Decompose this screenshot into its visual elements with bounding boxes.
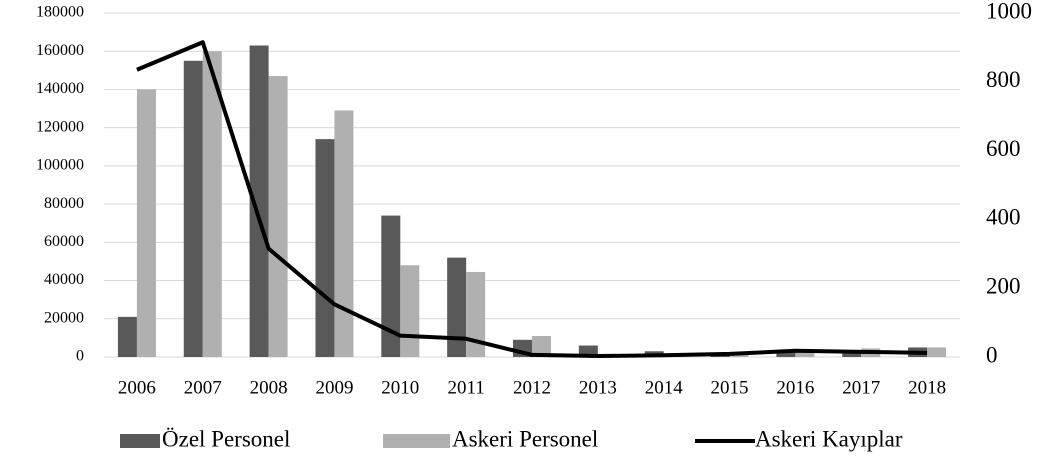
bar <box>447 257 467 357</box>
legend-label: Özel Personel <box>162 426 290 451</box>
x-tick-label: 2018 <box>908 377 946 398</box>
x-tick-label: 2006 <box>118 377 156 398</box>
bar <box>334 110 354 357</box>
y-tick-label: 0 <box>76 348 84 365</box>
x-tick-label: 2017 <box>842 377 880 398</box>
bar <box>927 347 947 357</box>
y-tick-label: 140000 <box>36 80 84 97</box>
bar <box>466 271 486 357</box>
bar <box>578 345 598 357</box>
bar <box>532 335 551 357</box>
x-tick-label: 2009 <box>315 377 353 398</box>
y-tick-label: 100000 <box>36 157 84 174</box>
line <box>136 40 928 358</box>
y-tick-label: 120000 <box>36 118 84 135</box>
y-tick-label: 40000 <box>44 271 84 288</box>
y-tick-label: 20000 <box>44 309 84 326</box>
legend-swatch <box>120 434 160 448</box>
bar <box>183 60 203 358</box>
y2-tick-label: 0 <box>986 342 998 367</box>
y2-tick-label: 200 <box>986 273 1021 298</box>
x-tick-label: 2011 <box>448 377 485 398</box>
x-tick-label: 2010 <box>381 377 419 398</box>
y-tick-label: 160000 <box>36 42 84 59</box>
x-tick-label: 2007 <box>184 377 222 398</box>
y-tick-label: 80000 <box>44 195 84 212</box>
bar <box>268 76 288 358</box>
x-tick-label: 2012 <box>513 377 551 398</box>
y-tick-label: 180000 <box>36 4 84 21</box>
bar <box>381 215 401 357</box>
y2-tick-label: 600 <box>986 136 1021 161</box>
bar <box>776 352 796 357</box>
y2-tick-label: 400 <box>986 205 1021 230</box>
bar <box>136 89 156 357</box>
bar <box>202 51 222 357</box>
bar <box>117 316 137 357</box>
legend-label: Askeri Personel <box>452 426 598 451</box>
x-tick-label: 2013 <box>579 377 617 398</box>
bar <box>795 351 815 357</box>
y2-tick-label: 800 <box>986 67 1021 92</box>
x-tick-label: 2014 <box>645 377 684 398</box>
bar <box>842 351 862 357</box>
x-tick-label: 2016 <box>776 377 814 398</box>
y-tick-label: 60000 <box>44 233 84 250</box>
bar <box>249 45 269 357</box>
legend-swatch <box>383 434 450 448</box>
legend-label: Askeri Kayıplar <box>755 426 903 451</box>
x-tick-label: 2008 <box>250 377 288 398</box>
bar <box>729 355 749 357</box>
bar <box>315 139 335 357</box>
y2-tick-label: 1000 <box>986 0 1032 23</box>
bar <box>400 265 420 357</box>
x-tick-label: 2015 <box>711 377 749 398</box>
